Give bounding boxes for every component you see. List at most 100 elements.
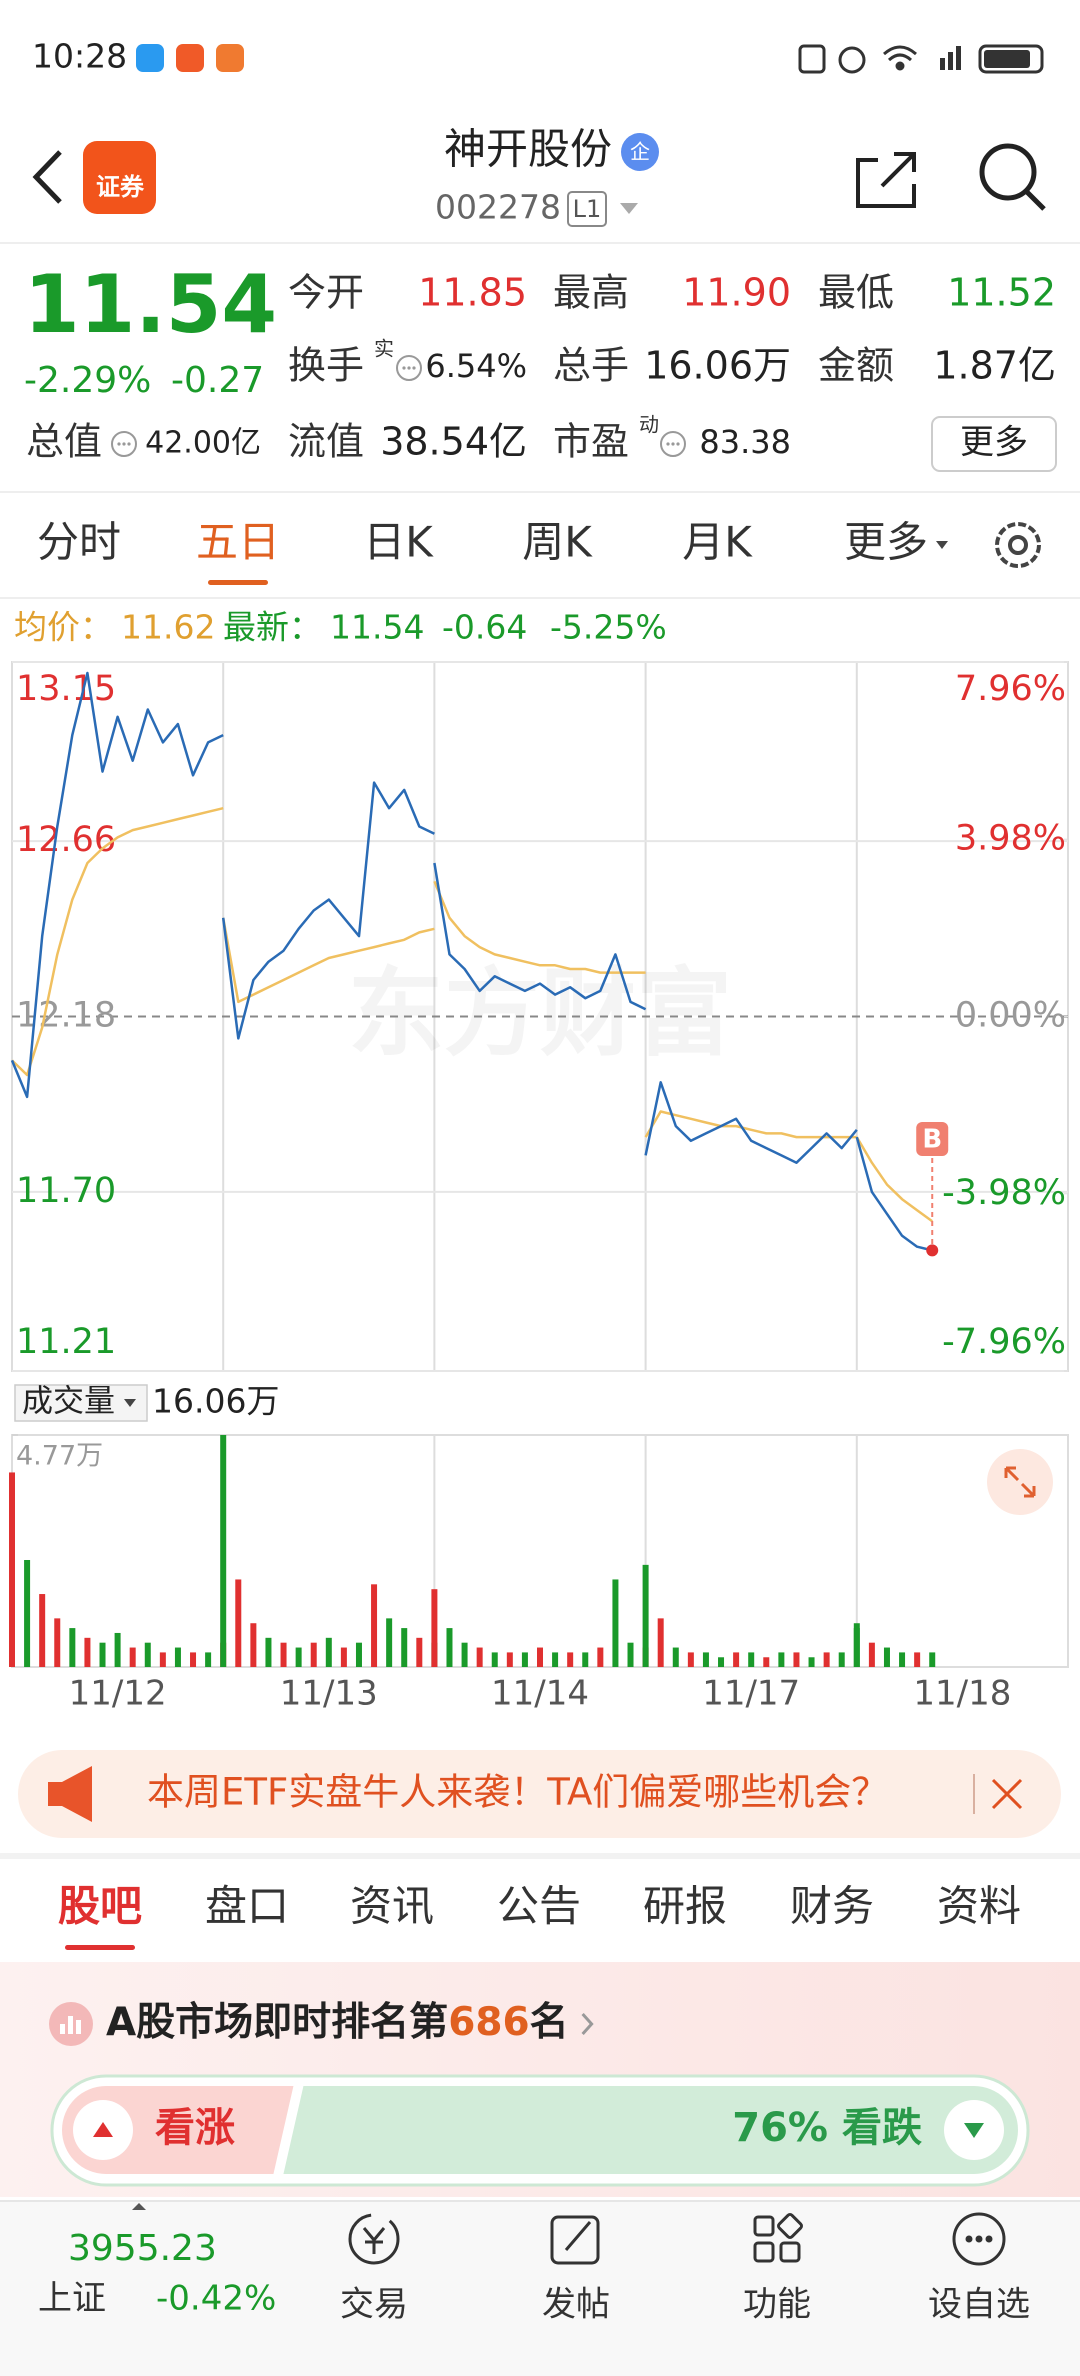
volume-bar	[627, 1642, 634, 1667]
info-dot	[412, 366, 416, 370]
stat-value: 11.90	[682, 271, 791, 315]
nav-label[interactable]: 设自选	[928, 2285, 1030, 2325]
section-tab[interactable]: 资讯	[350, 1882, 434, 1931]
volume-bar	[612, 1579, 619, 1667]
volume-bar	[401, 1628, 408, 1667]
ranking-icon	[49, 2002, 93, 2046]
megaphone-icon	[48, 1766, 92, 1822]
banner[interactable]	[18, 1750, 1061, 1838]
ranking-text[interactable]: A股市场即时排名第686名	[106, 2000, 569, 2045]
price-line	[221, 781, 435, 1040]
section-tab[interactable]: 财务	[790, 1882, 874, 1931]
chart-tab[interactable]: 周K	[522, 518, 593, 567]
volume-bar	[838, 1652, 845, 1667]
last-label: 最新：	[223, 608, 322, 647]
volume-bar	[914, 1652, 921, 1667]
info-icon	[396, 355, 422, 381]
volume-bar	[325, 1637, 332, 1667]
section-tab[interactable]: 资料	[937, 1882, 1021, 1931]
level-caret[interactable]	[620, 203, 638, 214]
info-dot	[117, 442, 121, 446]
x-tick-label: 11/13	[280, 1674, 378, 1714]
y2-tick-label: 3.98%	[955, 818, 1066, 858]
vote-up-arrow	[93, 2122, 113, 2137]
volume-bar	[582, 1652, 589, 1667]
stat-value: 11.85	[418, 271, 527, 315]
share-button[interactable]	[856, 152, 916, 208]
volume-bar	[446, 1628, 453, 1667]
price-line	[433, 862, 647, 1011]
marker-label: B	[922, 1125, 942, 1155]
avg-value: 11.62	[121, 608, 215, 647]
badge-bg	[621, 133, 659, 171]
volume-bar	[190, 1652, 197, 1667]
section-tab[interactable]: 股吧	[58, 1882, 142, 1931]
vote-down-label: 看跌	[842, 2105, 922, 2151]
stock-level: L1	[573, 195, 602, 223]
avg-label: 均价：	[14, 608, 113, 647]
expand-icon	[1004, 1466, 1036, 1498]
index-change: -0.42%	[156, 2279, 276, 2319]
info-icon	[660, 431, 686, 457]
more-label[interactable]: 更多	[960, 423, 1028, 463]
volume-bar	[853, 1623, 860, 1667]
nav-label[interactable]: 交易	[340, 2285, 408, 2325]
level-box	[567, 191, 607, 227]
back-button[interactable]	[32, 150, 62, 204]
nav-label[interactable]: 发帖	[542, 2285, 610, 2325]
chart-tab[interactable]: 五日	[196, 518, 280, 567]
avg-line	[433, 880, 646, 974]
volume-bar	[491, 1652, 498, 1667]
vote-down-bar[interactable]	[283, 2086, 1018, 2174]
marker-badge	[916, 1122, 949, 1156]
last-value: 11.54	[330, 608, 424, 647]
banner-close[interactable]	[991, 1778, 1023, 1810]
volume-bar	[295, 1647, 302, 1667]
section-tab[interactable]: 研报	[643, 1882, 727, 1931]
last-point	[926, 1244, 939, 1257]
index-value: 3955.23	[68, 2228, 217, 2269]
chart-tab[interactable]: 日K	[363, 518, 434, 567]
volume-bar	[99, 1642, 106, 1667]
chart-tab[interactable]: 月K	[682, 518, 753, 567]
vote-down-pct: 76%	[732, 2105, 828, 2151]
volume-bar	[597, 1647, 604, 1667]
volume-bar	[144, 1642, 151, 1667]
y-tick-label: 11.70	[16, 1171, 116, 1211]
volume-bar	[567, 1652, 574, 1667]
stat-label: 总值	[26, 420, 102, 464]
volume-bar	[250, 1623, 257, 1667]
expand-button[interactable]	[987, 1449, 1053, 1515]
nav-label[interactable]: 功能	[743, 2285, 811, 2325]
volume-caret	[124, 1399, 136, 1407]
volume-bar	[220, 1435, 227, 1667]
volume-bar	[476, 1647, 483, 1667]
banner-text[interactable]: 本周ETF实盘牛人来袭！TA们偏爱哪些机会？	[147, 1771, 888, 1814]
volume-bar	[84, 1637, 91, 1667]
search-button[interactable]	[979, 143, 1046, 211]
x-tick-label: 11/17	[702, 1674, 800, 1714]
volume-bar	[868, 1642, 875, 1667]
volume-bar	[702, 1652, 709, 1667]
section-tab[interactable]: 盘口	[205, 1882, 289, 1931]
info-dot	[127, 442, 131, 446]
nav-icons	[348, 2212, 1006, 2266]
stat-label: 换手	[288, 344, 364, 388]
price-line	[644, 1081, 858, 1164]
info-dot	[671, 442, 675, 446]
y-tick-label: 11.21	[16, 1322, 116, 1362]
settings-button[interactable]	[995, 522, 1041, 568]
stock-code: 002278	[435, 188, 561, 227]
info-dot	[407, 366, 411, 370]
stat-label: 总手	[553, 344, 629, 388]
stat-value: 1.87亿	[933, 344, 1056, 388]
section-tab[interactable]: 公告	[497, 1882, 581, 1931]
volume-selector[interactable]	[14, 1384, 148, 1422]
ranking-suffix: 名	[530, 2000, 569, 2045]
more-button[interactable]	[931, 416, 1057, 472]
chart-tab[interactable]: 更多	[844, 518, 928, 567]
avg-line	[11, 806, 224, 1077]
status-time: 10:28	[32, 37, 127, 76]
chart-tab[interactable]: 分时	[37, 518, 121, 567]
